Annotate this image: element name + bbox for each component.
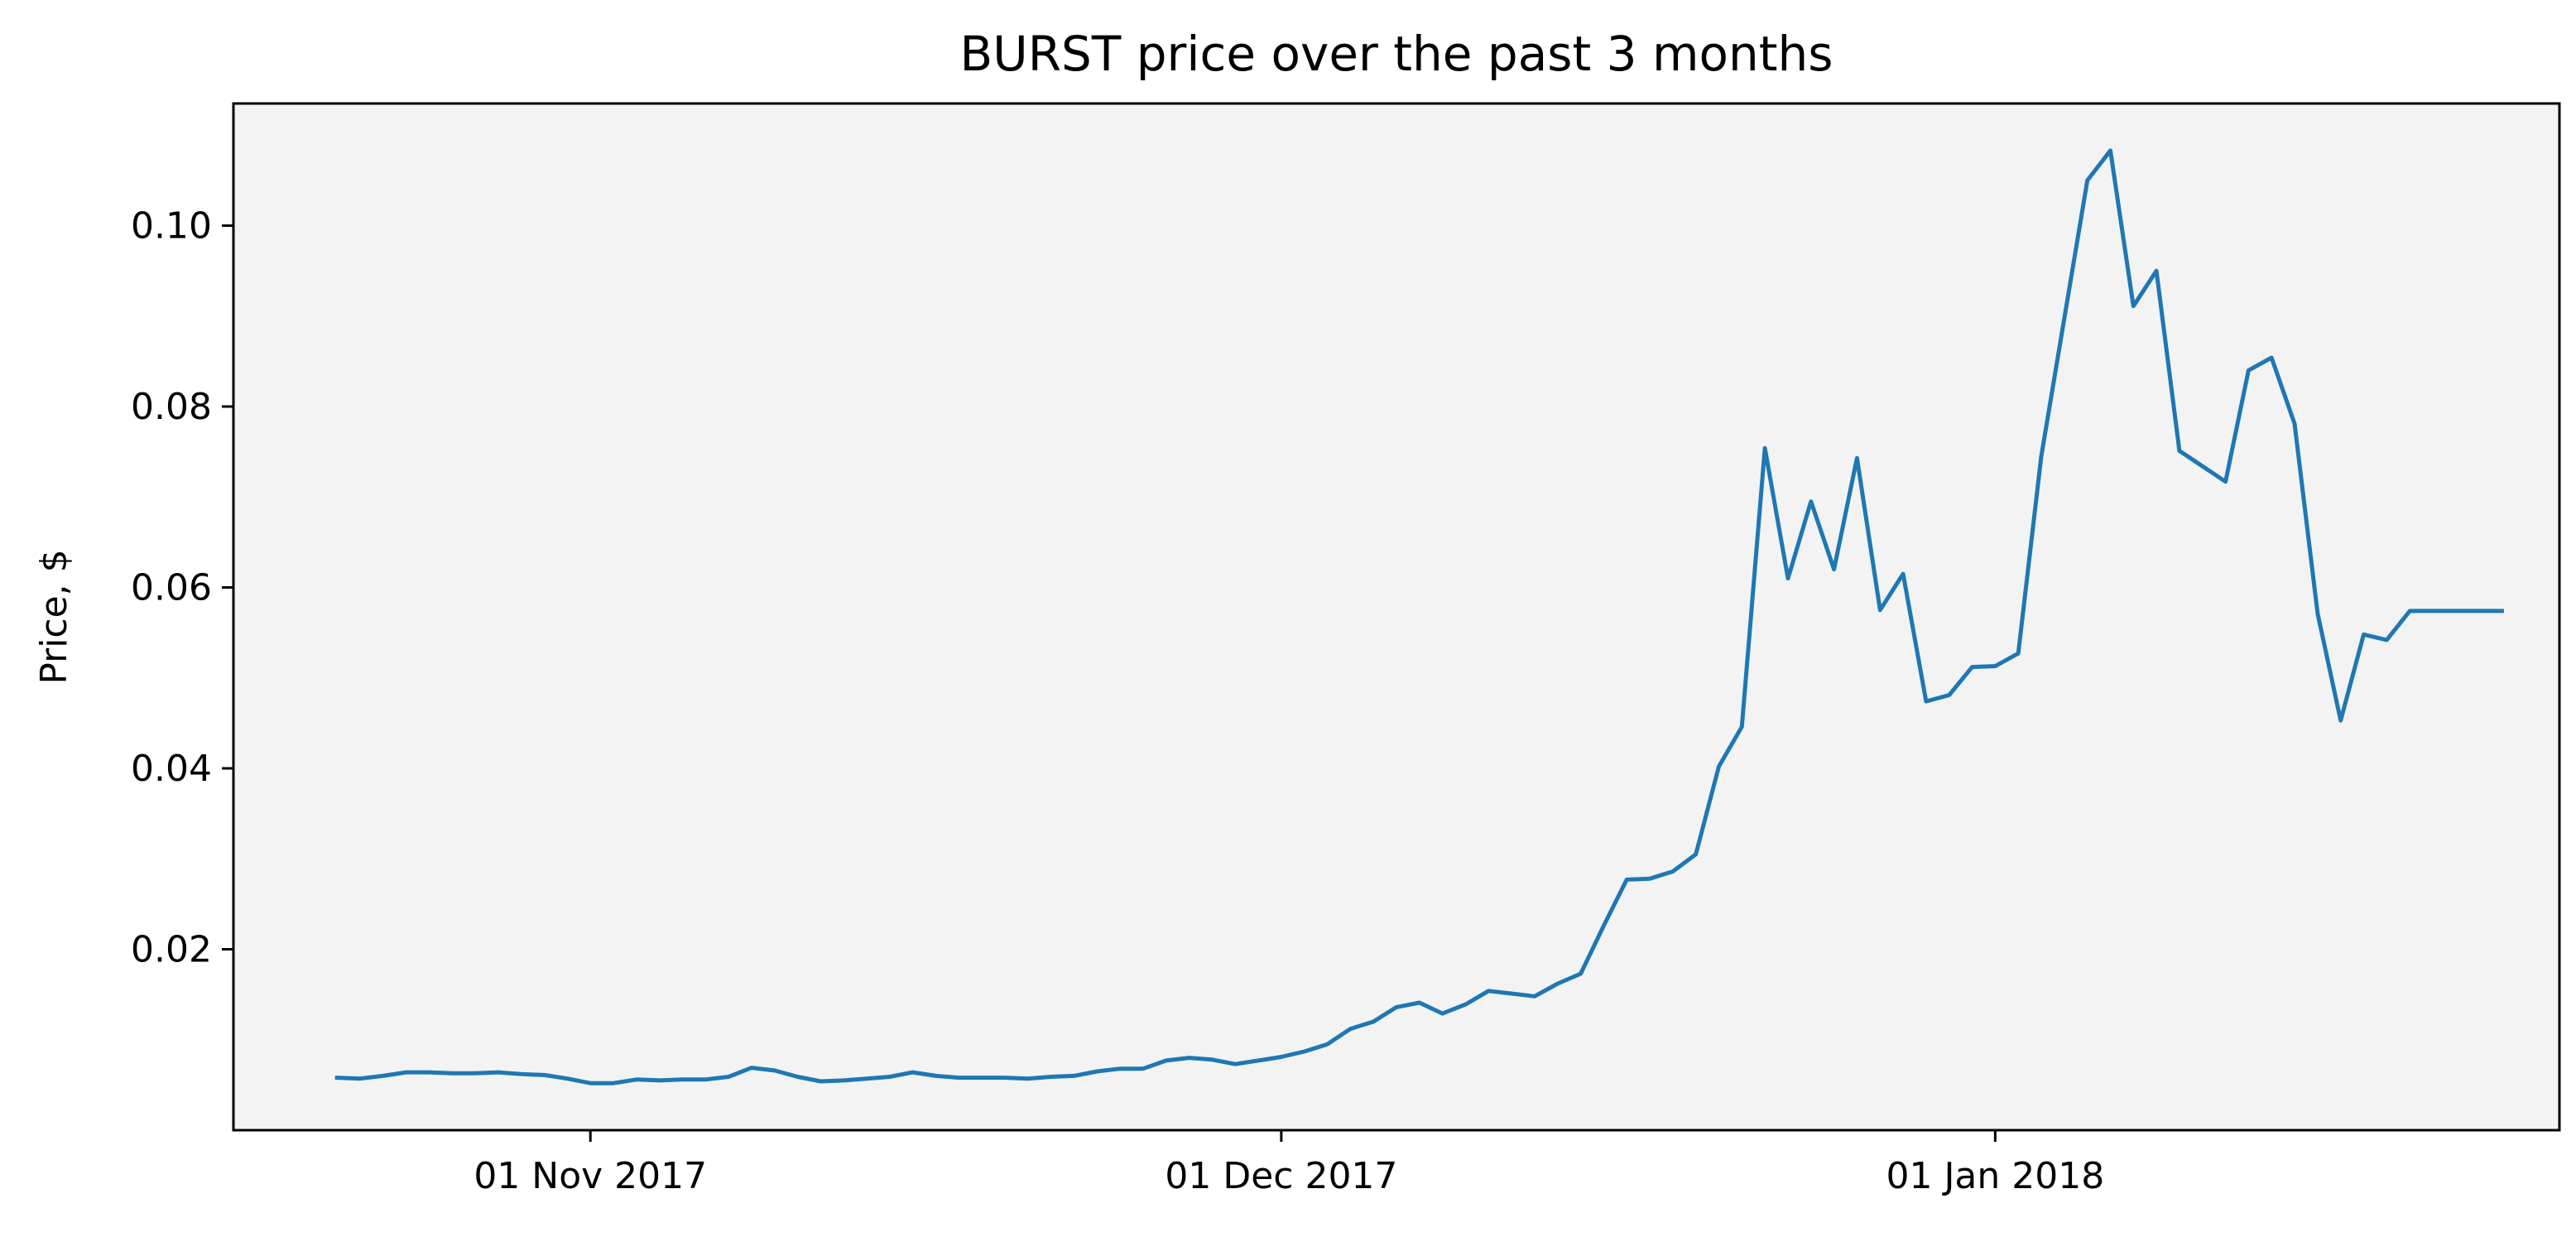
plot-frame [232,102,2561,1132]
chart-title: BURST price over the past 3 months [960,26,1833,82]
x-tick-label: 01 Jan 2018 [1886,1155,2104,1197]
price-series-line [334,148,2504,1085]
y-tick-label: 0.06 [131,566,212,609]
x-axis-ticks: 01 Nov 2017 01 Dec 2017 01 Jan 2018 [473,1130,2104,1197]
x-tick-label: 01 Dec 2017 [1165,1155,1397,1197]
y-axis-ticks: 0.02 0.04 0.06 0.08 0.10 [131,205,233,970]
y-tick-label: 0.08 [131,386,212,428]
y-axis-label: Price, $ [33,549,75,684]
y-tick-label: 0.04 [131,748,212,790]
x-tick-label: 01 Nov 2017 [473,1155,707,1197]
plot-background [233,103,2559,1130]
y-tick-label: 0.10 [131,205,212,247]
y-tick-label: 0.02 [131,928,212,970]
